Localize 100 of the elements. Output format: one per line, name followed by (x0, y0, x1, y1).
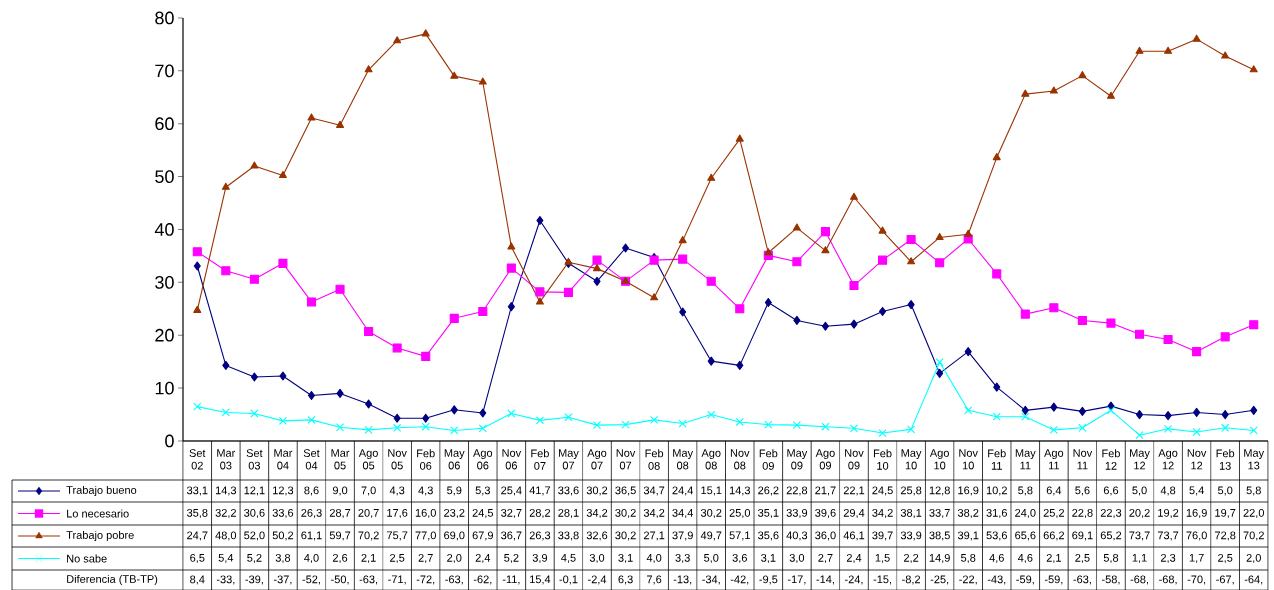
x-tick-label: Nov 05 (388, 449, 407, 470)
data-label: 5,9 (447, 486, 462, 496)
x-tick-label: Feb 07 (531, 449, 549, 470)
x-tick-label: Nov 07 (616, 449, 636, 470)
text: 8,4 (190, 575, 205, 585)
data-label: 34,2 (586, 508, 608, 519)
text: -63, (1073, 575, 1091, 585)
text: -8,2 (902, 575, 921, 585)
data-label: 2,5 (1218, 553, 1233, 564)
text: -59, (1044, 575, 1063, 585)
x-tick-label: Set 03 (246, 449, 263, 470)
y-tick-label: 80 (155, 11, 174, 25)
data-label: 33,8 (558, 531, 579, 541)
text: -70, (1187, 575, 1206, 585)
text: -14, (816, 575, 834, 585)
data-label: 53,6 (986, 531, 1007, 541)
data-label: 12,1 (244, 486, 265, 496)
data-label: 20,2 (1129, 508, 1150, 519)
data-label: 2,0 (447, 553, 462, 564)
data-label: 26,3 (301, 508, 322, 519)
x-tick-label: Ago 06 (473, 449, 493, 470)
data-label: 3,6 (732, 553, 747, 564)
text: -25, (930, 575, 949, 585)
text: -42, (730, 575, 749, 585)
text: Diferencia (TB-TP) (67, 574, 158, 586)
y-tick-label: 10 (155, 381, 174, 395)
text: -37, (273, 575, 292, 585)
data-label: 3,0 (589, 553, 605, 564)
data-label: 24,0 (1015, 508, 1036, 519)
x-tick-label: Set 02 (189, 449, 206, 470)
text: -64, (1244, 575, 1263, 585)
data-label: 12,3 (273, 486, 294, 496)
text: -52, (302, 575, 320, 585)
x-tick-label: Ago 11 (1044, 449, 1064, 470)
data-label: 5,0 (1132, 486, 1147, 496)
data-label: 16,0 (415, 508, 436, 519)
y-tick-label: 30 (155, 275, 174, 289)
data-label: 32,7 (501, 508, 522, 519)
data-label: 70,2 (358, 531, 379, 541)
data-label: 5,8 (1246, 486, 1261, 496)
data-label: 28,1 (558, 508, 579, 519)
data-label: 10,2 (986, 486, 1007, 496)
data-label: 2,1 (361, 553, 376, 564)
data-label: 32,2 (215, 508, 236, 519)
data-label: 6,4 (1046, 486, 1062, 496)
data-label: 57,1 (729, 531, 750, 541)
data-label: 29,4 (843, 508, 865, 519)
data-label: 2,6 (332, 553, 348, 564)
data-label: 12,8 (929, 486, 950, 496)
data-label: 5,8 (1103, 553, 1119, 564)
x-tick-label: May 11 (1015, 449, 1036, 470)
data-label: 4,8 (1160, 486, 1176, 496)
data-label: 35,8 (187, 508, 208, 519)
data-label: 2,2 (904, 553, 919, 564)
data-label: 69,0 (444, 531, 465, 541)
y-tick-label: 70 (155, 64, 174, 78)
data-label: 48,0 (215, 531, 237, 541)
data-label: 24,5 (472, 508, 494, 519)
data-label: 67,9 (472, 531, 493, 541)
data-label: 69,1 (1072, 531, 1093, 541)
data-label: 20,7 (358, 508, 379, 519)
data-label: 3,0 (789, 553, 805, 564)
x-tick-label: Feb 08 (645, 449, 664, 470)
data-label: 5,2 (504, 553, 519, 564)
data-label: 39,7 (872, 531, 893, 541)
x-tick-label: May 13 (1244, 449, 1265, 470)
data-label: 4,6 (989, 553, 1004, 564)
data-label: 61,1 (301, 531, 322, 541)
text: -15, (873, 575, 892, 585)
text: -22, (959, 575, 977, 585)
data-label: 24,4 (672, 486, 694, 496)
text: -43, (987, 575, 1006, 585)
data-label: 26,2 (758, 486, 779, 496)
text: -24, (845, 575, 863, 585)
data-label: 73,7 (1157, 531, 1179, 541)
data-label: 2,0 (1246, 553, 1261, 564)
y-tick-label: 60 (155, 117, 174, 131)
y-tick-label: 40 (154, 223, 174, 236)
data-label: 33,6 (558, 486, 579, 496)
text: -63, (359, 575, 378, 585)
text: 15,4 (530, 575, 551, 585)
data-label: 14,3 (729, 486, 750, 496)
data-label: 3,3 (675, 553, 690, 564)
data-label: 3,1 (618, 553, 633, 564)
data-label: 4,3 (389, 486, 405, 496)
data-label: 75,7 (387, 531, 408, 541)
x-tick-label: Nov 11 (1073, 449, 1093, 470)
data-label: 3,1 (761, 553, 776, 564)
x-tick-label: Mar 03 (217, 449, 236, 470)
text: -39, (245, 575, 263, 585)
data-label: 30,6 (244, 508, 265, 519)
text: -68, (1159, 575, 1177, 585)
data-label: 34,2 (643, 508, 665, 519)
legend-label: Trabajo bueno (66, 485, 137, 497)
data-label: 38,1 (900, 508, 922, 519)
data-label: 2,3 (1160, 553, 1176, 564)
y-tick-label: 50 (155, 170, 174, 183)
text: 6,3 (618, 575, 633, 585)
text: -11, (502, 575, 520, 585)
data-label: 38,2 (957, 508, 979, 519)
